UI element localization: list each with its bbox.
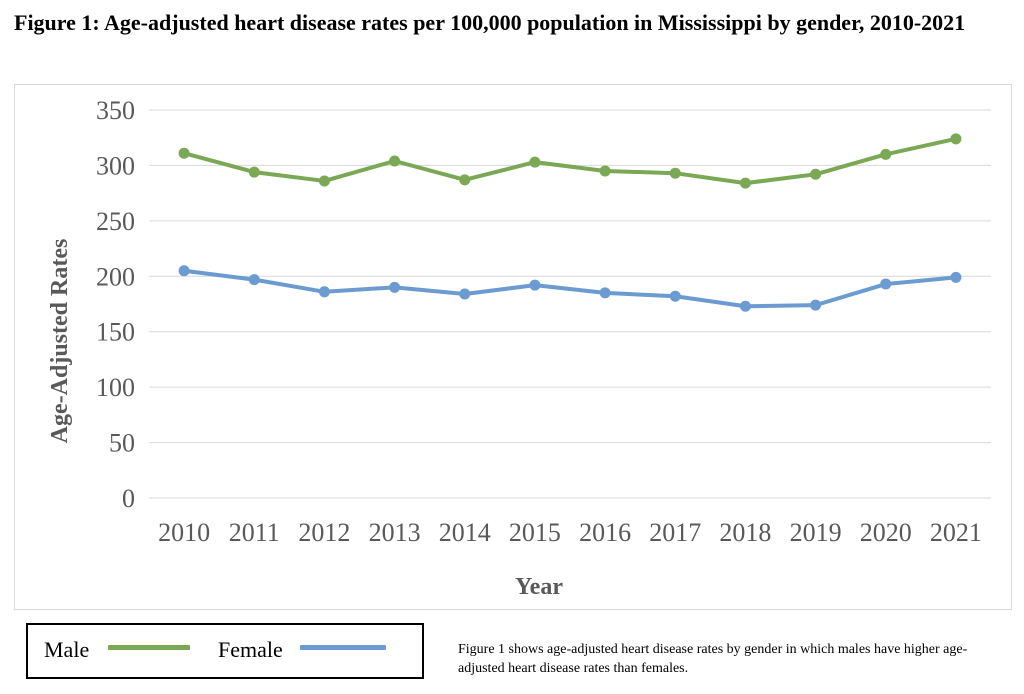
y-tick-label: 50	[109, 429, 135, 458]
x-tick-label: 2014	[439, 518, 491, 547]
data-point-female	[669, 290, 681, 302]
data-point-male	[880, 148, 892, 160]
gridlines	[149, 109, 991, 499]
legend-label-male: Male	[44, 637, 90, 662]
y-tick-labels: 0 50 100 150 200 250 300 350	[96, 96, 135, 513]
x-tick-label: 2021	[930, 518, 982, 547]
data-point-female	[248, 274, 260, 286]
figure-title: Figure 1: Age-adjusted heart disease rat…	[14, 10, 966, 35]
data-point-female	[599, 287, 611, 299]
y-tick-label: 200	[96, 262, 135, 291]
series-line-female	[183, 268, 957, 309]
data-point-male	[318, 175, 330, 187]
data-point-female	[178, 265, 190, 277]
data-point-male	[669, 167, 681, 179]
series-line-male	[183, 136, 957, 186]
x-axis-label: Year	[515, 574, 563, 600]
data-point-male	[529, 156, 541, 168]
data-point-female	[389, 281, 401, 293]
data-point-female	[318, 286, 330, 298]
y-tick-label: 100	[96, 373, 135, 402]
data-point-female	[529, 279, 541, 291]
x-tick-label: 2016	[579, 518, 631, 547]
x-tick-label: 2017	[649, 518, 701, 547]
y-tick-label: 150	[96, 318, 135, 347]
x-tick-label: 2015	[509, 518, 561, 547]
series-female	[178, 265, 962, 312]
y-tick-label: 250	[96, 207, 135, 236]
data-point-male	[248, 166, 260, 178]
x-tick-labels: 2010 2011 2012 2013 2014 2015 2016 2017 2018 2019…	[158, 518, 982, 547]
data-point-female	[810, 299, 822, 311]
data-point-male	[459, 174, 471, 186]
data-point-male	[599, 165, 611, 177]
data-point-female	[880, 278, 892, 290]
y-tick-label: 300	[96, 151, 135, 180]
x-tick-label: 2012	[298, 518, 350, 547]
data-point-female	[739, 300, 751, 312]
data-point-male	[739, 177, 751, 189]
legend-swatch-female	[300, 645, 386, 650]
x-tick-label: 2018	[719, 518, 771, 547]
series-male	[178, 133, 962, 189]
legend-swatch-male	[108, 645, 190, 650]
chart-area: 0 50 100 150 200 250 300 350 2010 2011 2012 2013 20…	[14, 84, 1012, 610]
figure-caption: Figure 1 shows age-adjusted heart diseas…	[458, 642, 968, 676]
data-point-male	[178, 147, 190, 159]
x-tick-label: 2020	[860, 518, 912, 547]
legend: Male Female	[26, 623, 424, 679]
y-axis-label: Age-Adjusted Rates	[47, 239, 73, 444]
x-tick-label: 2013	[369, 518, 421, 547]
data-point-male	[950, 133, 962, 145]
data-point-female	[459, 288, 471, 300]
x-tick-label: 2019	[790, 518, 842, 547]
legend-label-female: Female	[218, 637, 283, 662]
data-point-male	[810, 168, 822, 180]
series-group	[178, 133, 962, 312]
x-tick-label: 2011	[229, 518, 280, 547]
x-tick-label: 2010	[158, 518, 210, 547]
data-point-male	[389, 155, 401, 167]
y-tick-label: 350	[96, 96, 135, 125]
data-point-female	[950, 271, 962, 283]
y-tick-label: 0	[122, 484, 135, 513]
